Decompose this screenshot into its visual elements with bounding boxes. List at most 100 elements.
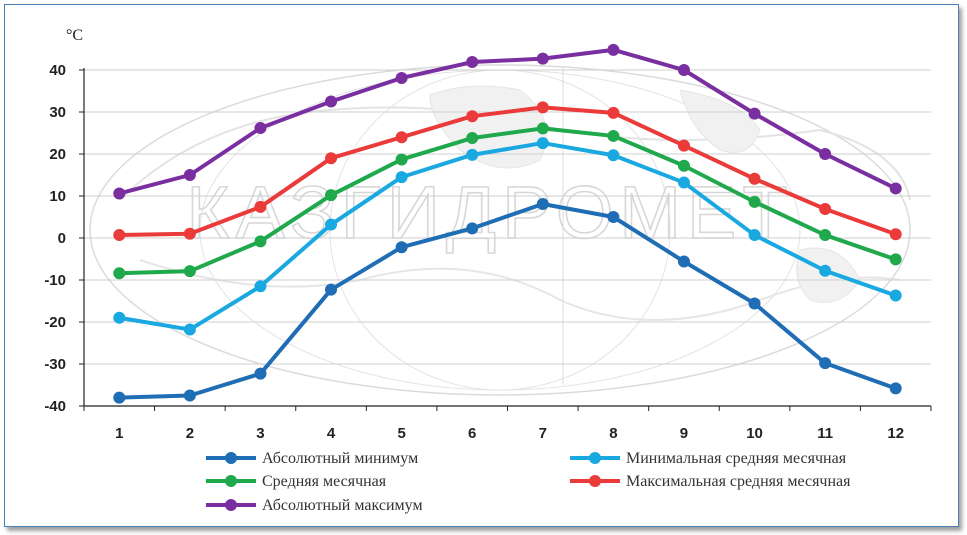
y-tick-label: -20	[44, 314, 66, 331]
data-point	[607, 43, 620, 56]
data-point	[889, 253, 902, 266]
y-tick-label: 40	[49, 62, 66, 79]
data-point	[254, 200, 267, 213]
data-point	[889, 228, 902, 241]
data-point	[889, 382, 902, 395]
y-tick-label: -40	[44, 398, 66, 415]
data-point	[325, 189, 338, 202]
data-point	[677, 64, 690, 76]
data-point	[395, 131, 408, 144]
data-point	[183, 169, 196, 181]
y-tick-label: 30	[49, 104, 66, 121]
x-tick-label: 8	[609, 425, 617, 442]
watermark-text: КАЗГИДРОМЕТ	[186, 171, 793, 254]
data-point	[607, 129, 620, 142]
data-point	[466, 222, 479, 235]
data-point	[113, 391, 126, 404]
data-point	[395, 241, 408, 254]
data-point	[183, 265, 196, 278]
legend-label: Абсолютный максимум	[262, 497, 423, 514]
data-point	[889, 182, 902, 195]
data-point	[466, 148, 479, 161]
data-point	[113, 311, 126, 324]
data-point	[819, 357, 832, 370]
data-point	[748, 229, 761, 242]
legend-label: Максимальная средняя месячная	[626, 473, 851, 490]
data-point	[607, 149, 620, 162]
y-tick-label: -30	[44, 356, 66, 373]
x-tick-label: 5	[397, 425, 405, 442]
y-axis-unit-label: °C	[66, 27, 83, 44]
x-tick-label: 10	[746, 425, 763, 442]
data-point	[325, 283, 338, 296]
data-point	[113, 267, 126, 280]
y-tick-label: 10	[49, 188, 66, 205]
data-point	[325, 95, 338, 108]
legend-label: Абсолютный минимум	[262, 450, 418, 467]
data-point	[819, 203, 832, 216]
data-point	[395, 71, 408, 84]
data-point	[748, 297, 761, 310]
data-point	[536, 101, 549, 114]
data-point	[325, 218, 338, 231]
series-group	[113, 43, 902, 404]
x-tick-label: 4	[327, 425, 336, 442]
series-line	[119, 105, 897, 238]
x-tick-label: 11	[817, 425, 833, 442]
y-tick-label: -10	[44, 272, 66, 289]
chart-frame	[4, 4, 959, 527]
data-point	[466, 132, 479, 145]
data-point	[466, 56, 479, 69]
data-point	[254, 280, 267, 293]
x-tick-label: 1	[115, 425, 123, 442]
data-point	[677, 255, 690, 268]
data-point	[113, 229, 126, 242]
data-point	[819, 229, 832, 242]
legend-marker	[225, 499, 237, 511]
data-point	[677, 176, 690, 189]
x-tick-label: 3	[256, 425, 264, 442]
x-tick-label: 2	[186, 425, 194, 442]
data-point	[395, 153, 408, 166]
x-tick-label: 7	[539, 425, 547, 442]
legend-marker	[225, 475, 237, 487]
y-tick-label: 20	[49, 146, 66, 163]
data-point	[748, 107, 761, 120]
data-point	[677, 159, 690, 172]
data-point	[466, 110, 479, 123]
data-point	[325, 152, 338, 165]
legend-marker	[589, 475, 601, 487]
data-point	[536, 52, 549, 65]
data-point	[254, 121, 267, 134]
series-line	[119, 201, 897, 400]
data-point	[819, 264, 832, 277]
data-point	[748, 172, 761, 185]
x-tick-label: 6	[468, 425, 476, 442]
x-tick-label: 12	[887, 425, 904, 442]
data-point	[183, 323, 196, 336]
data-point	[889, 289, 902, 302]
series-line	[119, 126, 897, 276]
data-point	[677, 139, 690, 152]
legend-label: Минимальная средняя месячная	[626, 450, 847, 467]
y-tick-label: 0	[58, 230, 66, 247]
data-point	[254, 235, 267, 248]
x-tick-label: 9	[680, 425, 688, 442]
data-point	[536, 122, 549, 135]
data-point	[113, 187, 126, 200]
data-point	[748, 195, 761, 208]
data-point	[819, 148, 832, 160]
data-point	[183, 389, 196, 402]
data-point	[536, 137, 549, 150]
legend-label: Средняя месячная	[262, 473, 387, 490]
legend-marker	[589, 452, 601, 464]
data-point	[254, 367, 267, 380]
legend-marker	[225, 452, 237, 464]
data-point	[607, 106, 620, 119]
data-point	[607, 211, 620, 223]
data-point	[183, 227, 196, 240]
series-line	[118, 141, 897, 332]
series-line	[118, 47, 897, 196]
